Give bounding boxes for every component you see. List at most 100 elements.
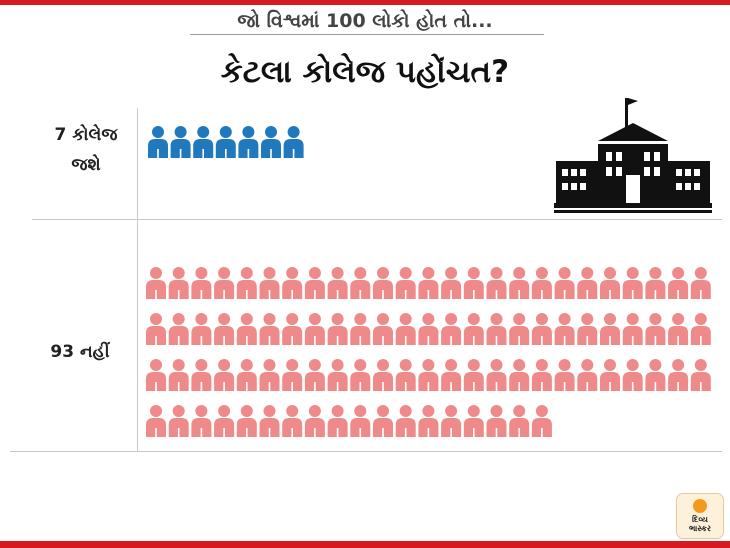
person-icon-not-college bbox=[282, 267, 303, 299]
person-icon-not-college bbox=[236, 313, 257, 345]
person-icon-not-college bbox=[373, 267, 393, 299]
person-icon-not-college bbox=[395, 405, 416, 437]
person-icon-not-college bbox=[622, 359, 643, 391]
subtitle-divider bbox=[190, 34, 544, 35]
person-icon-not-college bbox=[690, 267, 711, 299]
person-icon-not-college bbox=[191, 313, 212, 345]
person-icon-not-college bbox=[350, 405, 371, 437]
person-icon-not-college bbox=[622, 313, 643, 345]
person-icon-not-college bbox=[509, 359, 530, 391]
person-icon-not-college bbox=[577, 267, 598, 299]
person-icon-not-college bbox=[509, 405, 530, 437]
person-icon-college bbox=[170, 126, 191, 158]
person-icon-not-college bbox=[146, 359, 166, 391]
person-icon-not-college bbox=[554, 267, 575, 299]
person-icon-not-college bbox=[600, 359, 620, 391]
bottom-divider bbox=[10, 451, 722, 452]
person-icon-not-college bbox=[531, 405, 552, 437]
person-icon-not-college bbox=[168, 267, 189, 299]
person-icon-college bbox=[148, 126, 168, 158]
person-icon-not-college bbox=[622, 267, 643, 299]
person-icon-not-college bbox=[350, 313, 371, 345]
person-icon-not-college bbox=[645, 313, 666, 345]
person-icon-not-college bbox=[304, 313, 325, 345]
logo-line-2: ભાસ્કર bbox=[688, 524, 712, 533]
person-icon-not-college bbox=[645, 267, 666, 299]
person-icon-not-college bbox=[373, 359, 393, 391]
person-icon-not-college bbox=[418, 267, 439, 299]
person-icon-not-college bbox=[418, 405, 439, 437]
person-icon-not-college bbox=[668, 267, 689, 299]
sun-icon bbox=[693, 499, 707, 513]
person-icon-not-college bbox=[668, 313, 689, 345]
person-icon-not-college bbox=[395, 313, 416, 345]
person-icon-not-college bbox=[259, 267, 280, 299]
person-icon-not-college bbox=[486, 267, 507, 299]
logo-text: દિવ્ય ભાસ્કર bbox=[677, 515, 723, 533]
person-icon-not-college bbox=[531, 267, 552, 299]
person-icon-not-college bbox=[668, 359, 689, 391]
person-icon-not-college bbox=[600, 313, 620, 345]
person-icon-not-college bbox=[327, 359, 348, 391]
person-icon-not-college bbox=[577, 359, 598, 391]
label-college: 7 કોલેજ જશે bbox=[54, 125, 118, 175]
brand-logo: દિવ્ય ભાસ્કર bbox=[676, 493, 724, 539]
person-icon-not-college bbox=[191, 267, 212, 299]
person-icon-college bbox=[238, 126, 259, 158]
person-icon-not-college bbox=[509, 313, 530, 345]
person-icon-not-college bbox=[282, 405, 303, 437]
person-icon-not-college bbox=[259, 313, 280, 345]
person-icon-not-college bbox=[146, 267, 166, 299]
person-icon-college bbox=[193, 126, 214, 158]
person-icon-not-college bbox=[236, 359, 257, 391]
person-icon-not-college bbox=[486, 313, 507, 345]
person-icon-not-college bbox=[554, 359, 575, 391]
person-icon-not-college bbox=[259, 405, 280, 437]
row-divider bbox=[32, 219, 722, 220]
person-icon-not-college bbox=[418, 313, 439, 345]
person-icon-not-college bbox=[350, 359, 371, 391]
bottom-accent-bar bbox=[0, 541, 730, 548]
person-icon-not-college bbox=[282, 313, 303, 345]
person-icon-not-college bbox=[191, 359, 212, 391]
person-icon-not-college bbox=[645, 359, 666, 391]
person-icon-not-college bbox=[373, 405, 393, 437]
person-icon-not-college bbox=[486, 405, 507, 437]
person-icon-college bbox=[283, 126, 304, 158]
person-icon-not-college bbox=[146, 313, 166, 345]
person-icon-not-college bbox=[441, 267, 462, 299]
person-icon-not-college bbox=[146, 405, 166, 437]
person-icon-not-college bbox=[282, 359, 303, 391]
person-icon-not-college bbox=[304, 405, 325, 437]
person-icon-not-college bbox=[463, 405, 484, 437]
person-icon-not-college bbox=[350, 267, 371, 299]
person-icon-not-college bbox=[304, 359, 325, 391]
person-icon-not-college bbox=[577, 313, 598, 345]
school-building-icon bbox=[554, 98, 712, 213]
person-icon-not-college bbox=[214, 405, 235, 437]
vertical-divider bbox=[137, 108, 138, 452]
person-icon-not-college bbox=[441, 405, 462, 437]
person-icon-not-college bbox=[441, 313, 462, 345]
logo-line-1: દિવ્ય bbox=[692, 515, 708, 524]
person-icon-not-college bbox=[690, 313, 711, 345]
person-icon-not-college bbox=[327, 405, 348, 437]
chart-title: કેટલા કોલેજ પહોંચત? bbox=[220, 54, 510, 90]
person-icon-not-college bbox=[600, 267, 620, 299]
person-icon-not-college bbox=[168, 359, 189, 391]
top-accent-bar bbox=[0, 0, 730, 5]
person-icon-not-college bbox=[486, 359, 507, 391]
person-icon-not-college bbox=[236, 405, 257, 437]
person-icon-not-college bbox=[214, 313, 235, 345]
person-icon-not-college bbox=[191, 405, 212, 437]
person-icon-not-college bbox=[214, 267, 235, 299]
person-icon-not-college bbox=[531, 359, 552, 391]
person-icon-not-college bbox=[304, 267, 325, 299]
person-icon-not-college bbox=[259, 359, 280, 391]
person-icon-not-college bbox=[554, 313, 575, 345]
person-icon-not-college bbox=[168, 405, 189, 437]
subtitle: જો વિશ્વમાં 100 લોકો હોત તો... bbox=[237, 10, 493, 32]
person-icon-college bbox=[261, 126, 281, 158]
person-icon-not-college bbox=[509, 267, 530, 299]
